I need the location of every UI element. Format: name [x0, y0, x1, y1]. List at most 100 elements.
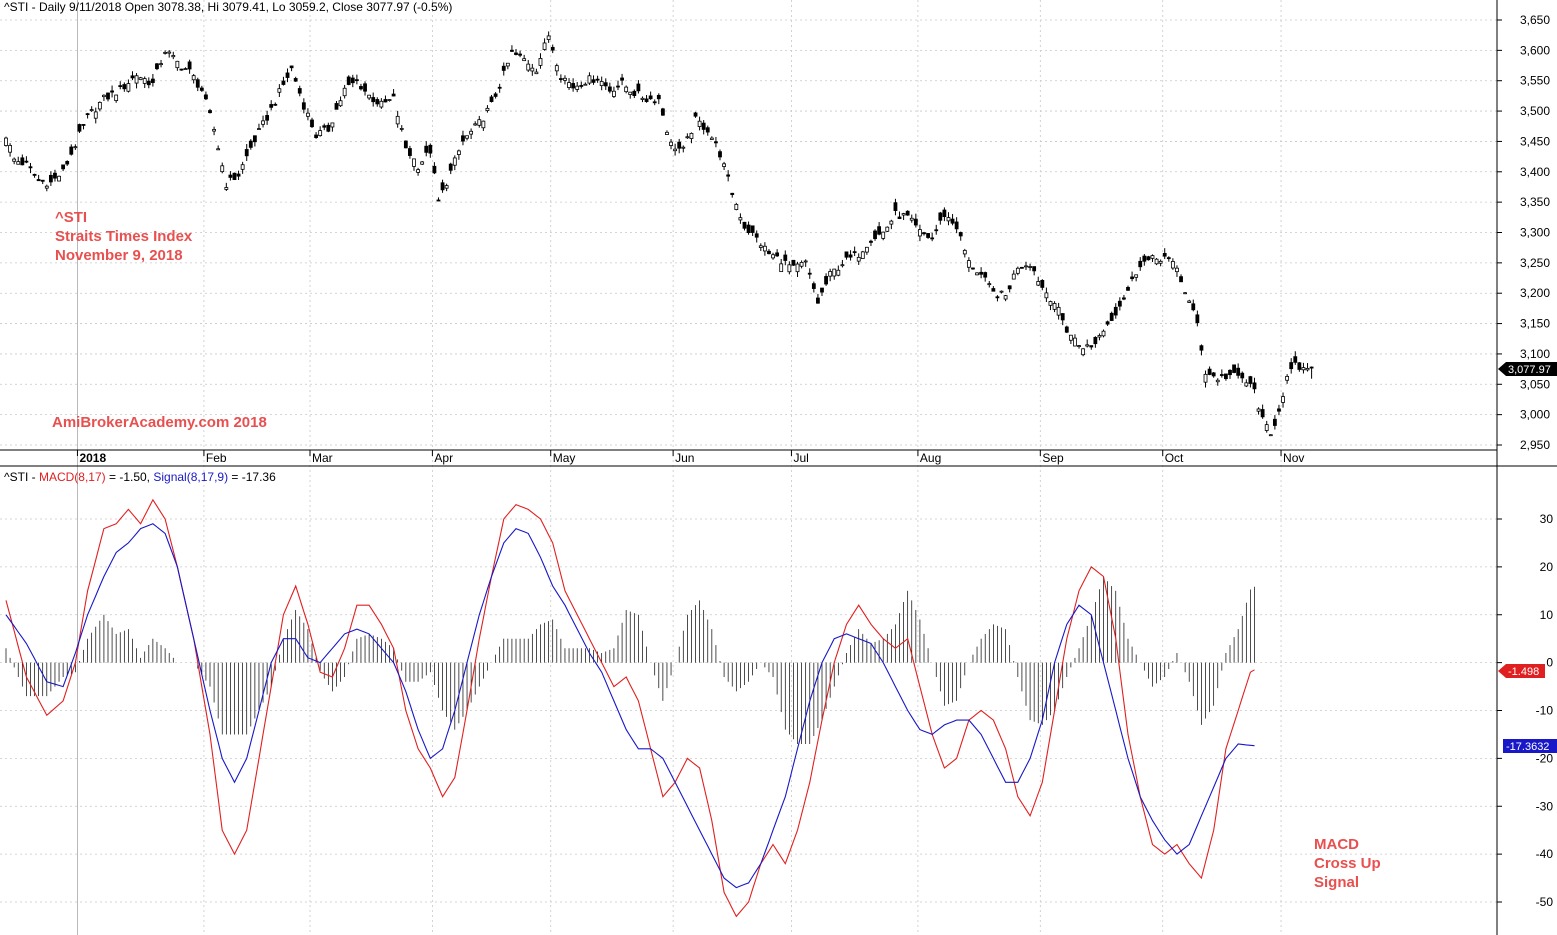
candle	[1077, 345, 1081, 349]
candle	[167, 49, 172, 58]
candle	[811, 281, 816, 293]
candle-body-down	[934, 229, 939, 232]
candle-body-up	[1203, 373, 1208, 383]
candle	[220, 162, 225, 174]
candle	[248, 139, 253, 150]
candle-body-down	[1020, 266, 1024, 269]
candle-body-up	[762, 245, 767, 252]
candle	[1142, 253, 1147, 266]
candle-body-up	[1097, 335, 1102, 338]
candle-body-up	[918, 229, 922, 237]
candle	[526, 59, 531, 72]
price-panel[interactable]	[4, 31, 1314, 437]
candle-body-down	[403, 140, 408, 149]
candle	[844, 251, 849, 260]
candle-body-down	[489, 96, 494, 102]
candle	[36, 174, 41, 182]
candle	[269, 100, 274, 111]
candle-body-down	[693, 112, 698, 117]
candle	[579, 81, 584, 89]
candle-body-down	[1228, 369, 1232, 376]
candle	[208, 108, 212, 114]
candle	[807, 268, 812, 279]
candle-body-down	[824, 276, 828, 285]
candle-body-up	[1268, 434, 1273, 437]
candle	[32, 173, 37, 178]
candle-body-up	[1044, 292, 1049, 299]
candle	[416, 167, 420, 176]
candle	[134, 73, 139, 89]
candle	[122, 82, 127, 92]
candle	[244, 144, 249, 161]
candle-body-down	[644, 98, 649, 102]
candle	[542, 38, 547, 51]
candle	[966, 257, 971, 273]
candle-body-down	[497, 86, 502, 89]
candle	[1215, 378, 1220, 386]
macd-tick-label: 30	[1540, 512, 1554, 526]
candle-body-up	[681, 146, 686, 149]
candle-body-up	[1003, 295, 1008, 300]
candle	[864, 246, 869, 255]
candle-body-down	[265, 115, 270, 121]
candle	[1015, 266, 1020, 276]
candle-body-down	[428, 144, 433, 154]
price-tick-label: 3,400	[1520, 165, 1550, 179]
candle	[1150, 254, 1155, 263]
candle	[395, 110, 400, 128]
candle	[946, 212, 951, 226]
candle	[1113, 303, 1118, 319]
macd-panel[interactable]	[5, 498, 1255, 918]
candle-body-up	[257, 128, 261, 130]
candle	[595, 75, 600, 83]
candle	[734, 202, 739, 211]
candle	[367, 94, 372, 101]
price-info-header: ^STI - Daily 9/11/2018 Open 3078.38, Hi …	[4, 0, 452, 14]
candle	[310, 117, 314, 128]
candle	[16, 156, 21, 165]
candle-body-down	[48, 174, 53, 183]
candle	[534, 68, 539, 75]
candle-body-down	[208, 110, 212, 114]
candle	[1162, 248, 1167, 260]
candle	[1170, 258, 1175, 270]
candle	[1240, 371, 1245, 383]
candle	[1224, 373, 1228, 381]
candle-body-down	[652, 101, 657, 104]
candle-body-up	[452, 157, 457, 166]
candle	[1007, 285, 1012, 293]
candle-body-up	[885, 226, 890, 232]
candle-body-up	[1015, 267, 1020, 274]
candle	[522, 54, 527, 62]
candle	[905, 210, 910, 216]
candle	[1248, 375, 1253, 388]
candle-body-down	[873, 230, 877, 240]
candle	[1187, 299, 1192, 303]
candle-body-up	[167, 51, 172, 54]
candle-body-up	[1101, 330, 1106, 337]
candle	[4, 136, 8, 147]
candle	[155, 63, 159, 71]
candle-body-up	[962, 249, 967, 255]
candle-body-down	[106, 92, 110, 100]
candle-body-down	[1289, 362, 1294, 370]
candle-body-down	[820, 287, 824, 293]
candle	[350, 74, 355, 88]
candle-body-down	[750, 225, 755, 233]
candle	[1179, 274, 1183, 283]
candle-body-down	[228, 174, 233, 178]
candle	[44, 184, 49, 192]
candle	[730, 192, 735, 198]
candle-body-down	[85, 113, 90, 116]
candle-body-up	[412, 158, 416, 167]
candle-body-down	[571, 83, 576, 89]
candle-body-up	[175, 60, 180, 69]
candle-body-up	[563, 77, 567, 81]
candle-body-up	[526, 63, 531, 71]
candle-body-up	[473, 123, 478, 126]
candle	[199, 85, 204, 92]
candle	[428, 143, 433, 158]
candle-body-down	[648, 95, 653, 100]
